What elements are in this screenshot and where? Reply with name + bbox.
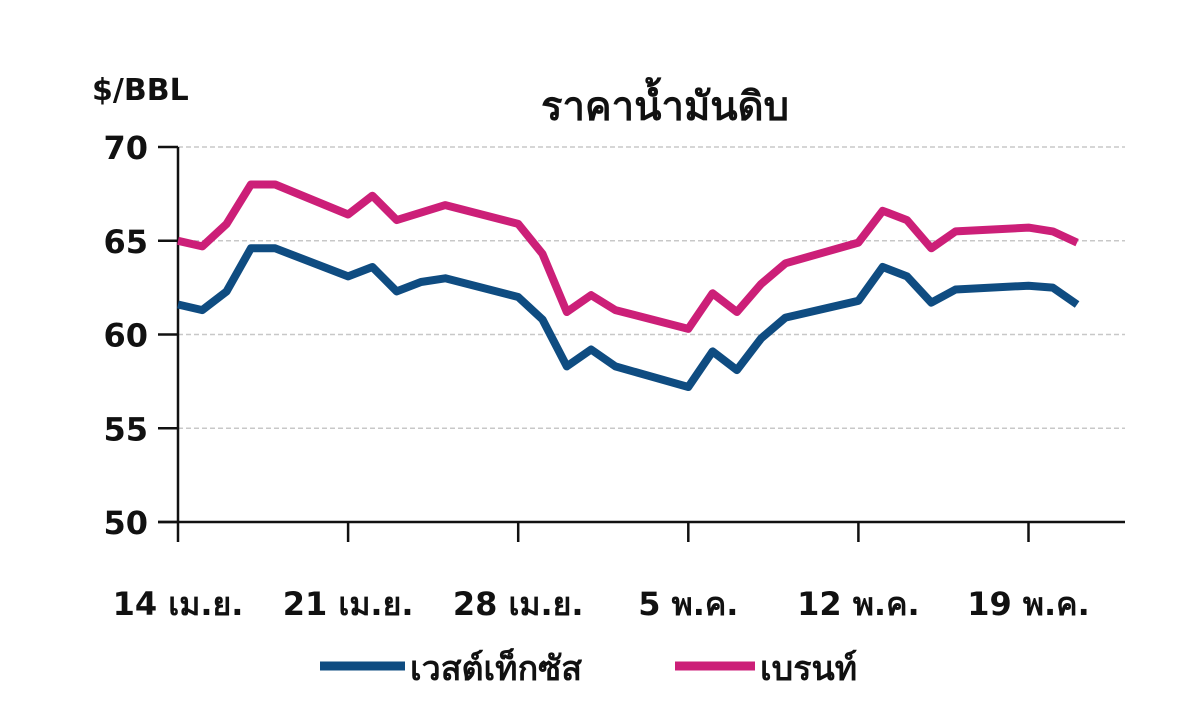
y-tick-label: 55: [103, 410, 148, 448]
legend-label-brent: เบรนท์: [760, 649, 857, 689]
chart-title: ราคาน้ำมันดิบ: [541, 77, 789, 130]
legend: เวสต์เท็กซัส เบรนท์: [320, 647, 857, 689]
x-tick-label: 5 พ.ค.: [638, 585, 738, 623]
x-tick-label: 21 เม.ย.: [283, 585, 414, 623]
x-tick-label: 19 พ.ค.: [967, 585, 1089, 623]
series-line-0: [177, 244, 1080, 391]
y-tick-label: 70: [103, 129, 148, 167]
y-tick-label: 50: [103, 504, 148, 542]
legend-label-wti: เวสต์เท็กซัส: [410, 647, 582, 689]
y-tick-label: 60: [103, 317, 148, 355]
y-axis-unit: $/BBL: [92, 73, 189, 108]
x-tick-label: 28 เม.ย.: [453, 585, 584, 623]
x-tick-label: 12 พ.ค.: [797, 585, 919, 623]
series-line-1: [177, 180, 1079, 333]
x-tick-label: 14 เม.ย.: [113, 585, 244, 623]
y-tick-label: 65: [103, 223, 148, 261]
